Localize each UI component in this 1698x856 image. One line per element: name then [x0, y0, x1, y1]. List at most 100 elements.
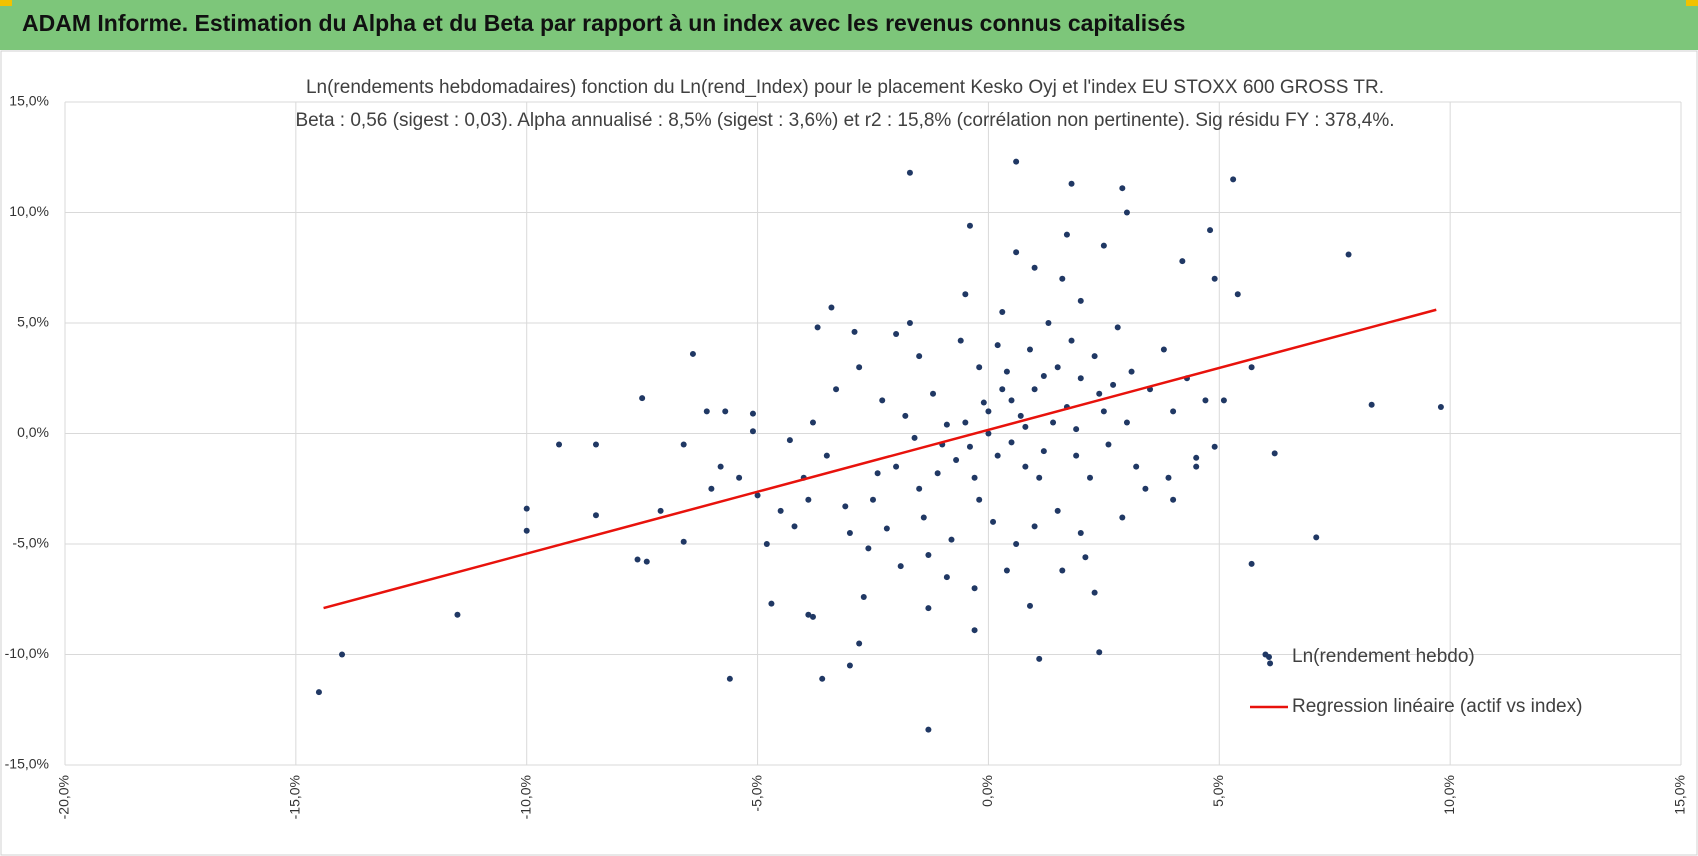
scatter-point — [1437, 403, 1444, 410]
x-tick-label: -10,0% — [517, 775, 533, 819]
scatter-point — [856, 640, 863, 647]
scatter-point — [999, 386, 1006, 393]
scatter-point — [1059, 567, 1066, 574]
scatter-point — [897, 563, 904, 570]
scatter-point — [957, 337, 964, 344]
scatter-point — [1082, 554, 1089, 561]
y-tick-label: 5,0% — [17, 314, 49, 330]
legend-label: Ln(rendement hebdo) — [1292, 646, 1475, 667]
scatter-point — [703, 408, 710, 415]
scatter-point — [1003, 368, 1010, 375]
scatter-point — [1368, 401, 1375, 408]
scatter-point — [902, 412, 909, 419]
scatter-point — [1073, 426, 1080, 433]
scatter-point — [315, 689, 322, 696]
scatter-point — [1211, 443, 1218, 450]
scatter-point — [763, 541, 770, 547]
scatter-point — [842, 503, 849, 510]
scatter-point — [999, 308, 1006, 315]
x-tick-label: 0,0% — [979, 775, 995, 807]
scatter-point — [971, 474, 978, 481]
scatter-point — [1160, 346, 1167, 353]
scatter-point — [906, 320, 913, 326]
scatter-point — [805, 496, 812, 503]
y-tick-label: -15,0% — [5, 756, 49, 772]
scatter-point — [865, 545, 872, 552]
scatter-point — [1271, 450, 1278, 457]
scatter-point — [1054, 364, 1061, 371]
scatter-point — [1248, 560, 1255, 567]
scatter-point — [1063, 231, 1070, 238]
scatter-point — [846, 662, 853, 669]
scatter-point — [1013, 158, 1020, 165]
scatter-point — [943, 574, 950, 581]
scatter-point — [1133, 463, 1140, 470]
scatter-point — [990, 518, 997, 525]
scatter-point — [925, 605, 932, 612]
scatter-point — [1100, 242, 1107, 249]
scatter-point — [1165, 474, 1172, 481]
scatter-point — [1234, 291, 1241, 298]
scatter-point — [1036, 474, 1043, 481]
scatter-point — [754, 492, 761, 499]
scatter-point — [948, 536, 955, 543]
scatter-point — [980, 399, 987, 406]
scatter-point — [1077, 529, 1084, 536]
scatter-point — [994, 452, 1001, 459]
chart-subtitle: Beta : 0,56 (sigest : 0,03). Alpha annua… — [295, 110, 1394, 131]
scatter-point — [916, 353, 923, 360]
scatter-point — [874, 470, 881, 477]
x-tick-label: 10,0% — [1441, 775, 1457, 815]
scatter-point — [1068, 337, 1075, 344]
scatter-point — [639, 395, 646, 402]
scatter-point — [879, 397, 886, 404]
scatter-point — [1077, 297, 1084, 304]
scatter-point — [717, 463, 724, 470]
x-tick-label: 5,0% — [1210, 775, 1226, 807]
scatter-point — [930, 390, 937, 397]
x-tick-label: -15,0% — [287, 775, 303, 819]
scatter-point — [689, 350, 696, 357]
scatter-point — [1345, 251, 1352, 258]
y-tick-label: -5,0% — [12, 535, 49, 551]
scatter-point — [1207, 227, 1214, 234]
scatter-point — [592, 512, 599, 519]
scatter-point — [934, 470, 941, 477]
scatter-point — [1313, 534, 1320, 541]
scatter-point — [911, 434, 918, 441]
scatter-point — [722, 408, 729, 415]
chart-border — [0, 50, 1698, 856]
scatter-point — [1022, 463, 1029, 470]
scatter-point — [768, 600, 775, 607]
scatter-point — [851, 328, 858, 335]
scatter-point — [1230, 176, 1237, 183]
y-tick-label: 10,0% — [9, 203, 49, 219]
scatter-point — [1202, 397, 1209, 404]
regression-line — [323, 308, 1437, 610]
scatter-point — [985, 408, 992, 415]
scatter-point — [925, 552, 932, 559]
legend-label: Regression linéaire (actif vs index) — [1292, 696, 1582, 717]
x-tick-label: -5,0% — [748, 775, 764, 812]
scatter-point — [726, 675, 733, 682]
scatter-point — [966, 222, 973, 229]
scatter-point — [1017, 412, 1024, 419]
scatter-point — [1142, 485, 1149, 492]
scatter-point — [846, 529, 853, 536]
scatter-point — [893, 331, 900, 338]
scatter-point — [1119, 185, 1126, 192]
scatter-point — [1220, 397, 1227, 404]
scatter-point — [1077, 375, 1084, 382]
scatter-point — [809, 613, 816, 620]
scatter-point — [1110, 381, 1117, 388]
scatter-point — [643, 558, 650, 565]
scatter-point — [1050, 419, 1057, 426]
scatter-point — [1211, 275, 1218, 282]
x-tick-label: 15,0% — [1672, 775, 1688, 815]
header-bar: ADAM Informe. Estimation du Alpha et du … — [0, 0, 1698, 50]
scatter-point — [1123, 419, 1130, 426]
scatter-point — [860, 594, 867, 601]
scatter-point — [1073, 452, 1080, 459]
scatter-point — [962, 419, 969, 426]
scatter-point — [1105, 441, 1112, 448]
